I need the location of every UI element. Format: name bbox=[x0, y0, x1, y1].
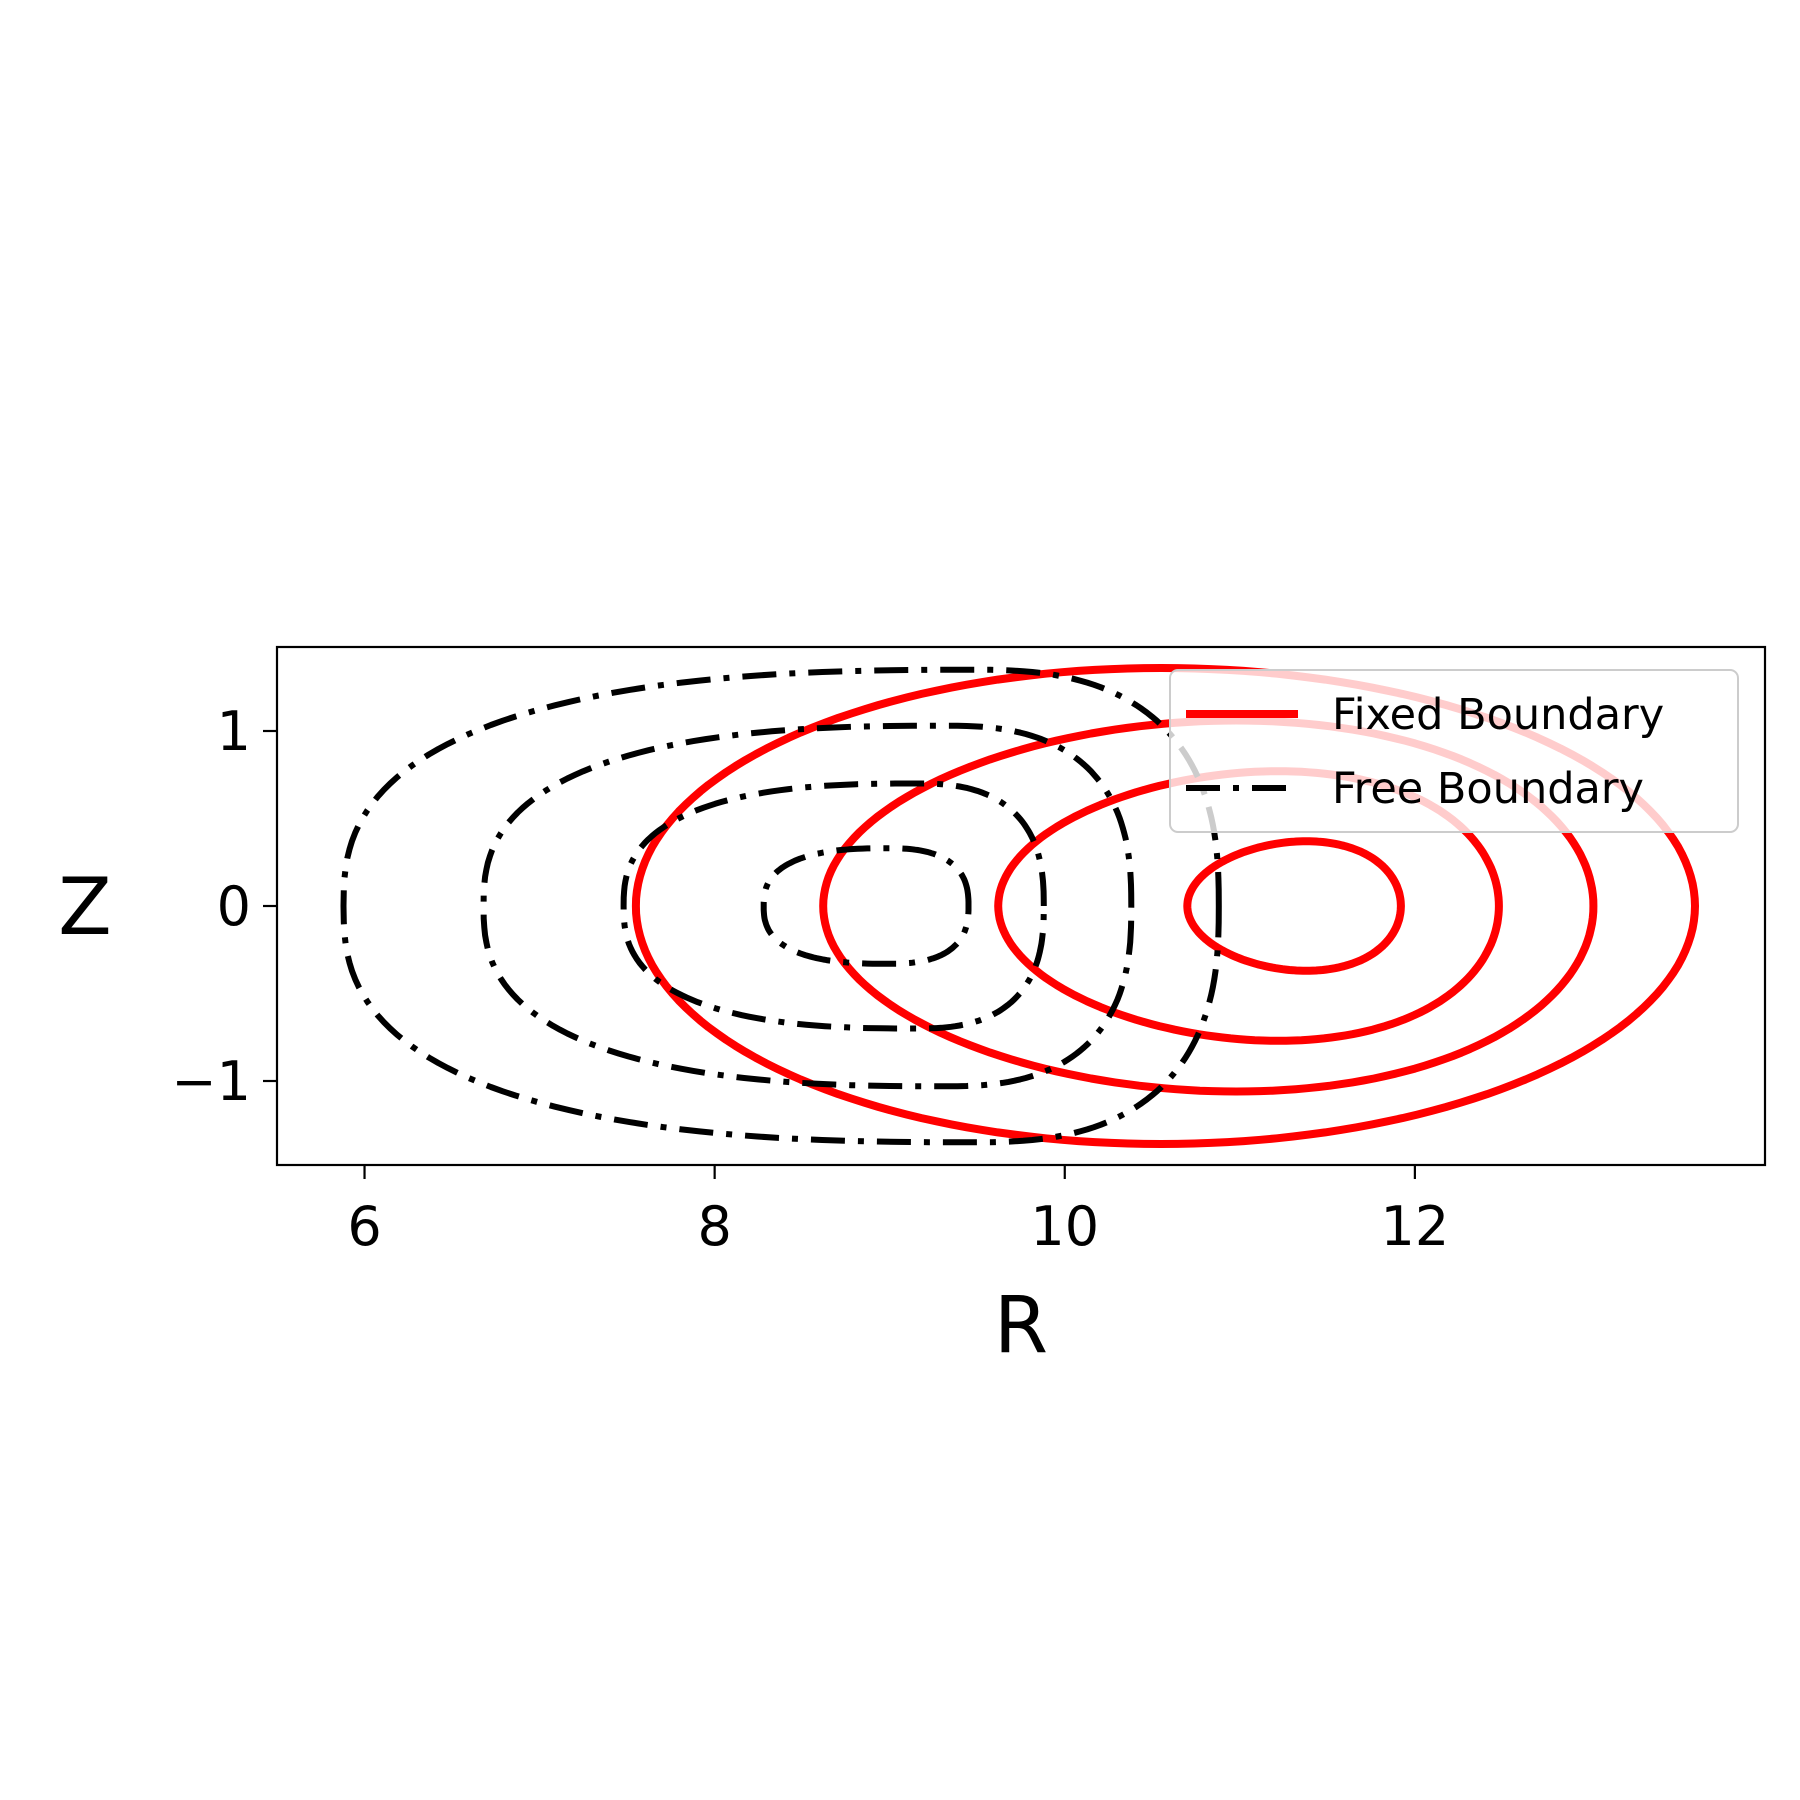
y-tick-label: 1 bbox=[217, 700, 251, 763]
y-tick-label: −1 bbox=[171, 1050, 251, 1113]
legend-box bbox=[1169, 669, 1739, 833]
x-axis-label: R bbox=[994, 1281, 1048, 1371]
contour-fixed-4 bbox=[1183, 837, 1405, 975]
legend-label-fixed-boundary: Fixed Boundary bbox=[1332, 690, 1664, 740]
series-free-boundary bbox=[340, 666, 1222, 1146]
x-tick-label: 10 bbox=[1030, 1195, 1099, 1258]
x-tick-label: 6 bbox=[347, 1195, 381, 1258]
contour-free-2 bbox=[480, 722, 1135, 1090]
y-tick-label: 0 bbox=[217, 875, 251, 938]
contour-free-4 bbox=[760, 845, 972, 967]
x-tick-label: 8 bbox=[697, 1195, 731, 1258]
legend-label-free-boundary: Free Boundary bbox=[1332, 764, 1644, 814]
x-tick-label: 12 bbox=[1381, 1195, 1450, 1258]
contour-free-1 bbox=[340, 666, 1222, 1146]
contour-free-3 bbox=[620, 780, 1047, 1032]
y-axis-label: Z bbox=[58, 863, 111, 953]
axis-ticks: 6 8 10 12 −1 0 1 bbox=[171, 700, 1449, 1258]
legend: Fixed Boundary Free Boundary bbox=[1169, 669, 1739, 833]
